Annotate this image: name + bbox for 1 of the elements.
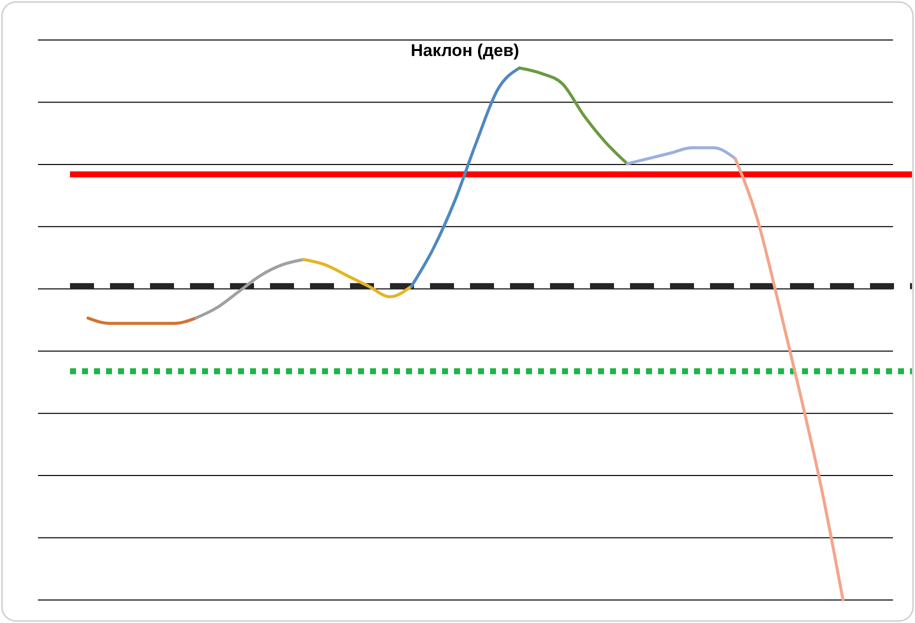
chart-title: Наклон (дев) xyxy=(410,41,520,60)
